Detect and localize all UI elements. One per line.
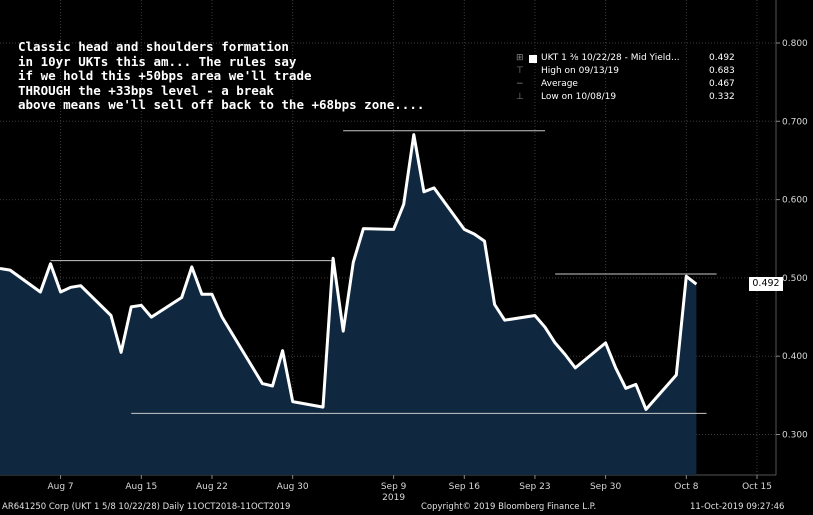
x-tick-label: Sep 16 <box>449 482 481 492</box>
legend-row-high: ⊤ High on 09/13/19 0.683 <box>513 66 743 79</box>
series-swatch-icon <box>529 55 537 63</box>
x-tick-label: Sep 9 <box>381 482 407 492</box>
low-marker-icon: ⊥ <box>516 92 524 102</box>
x-tick-label: Aug 30 <box>277 482 309 492</box>
legend-row-average: − Average 0.467 <box>513 79 743 92</box>
yield-line <box>0 133 698 411</box>
footer-timestamp: 11-Oct-2019 09:27:46 <box>690 502 785 512</box>
yield-series-line <box>0 133 698 411</box>
y-tick-label: 0.300 <box>782 431 808 441</box>
x-tick-label: Aug 22 <box>196 482 228 492</box>
legend-row-low: ⊥ Low on 10/08/19 0.332 <box>513 92 743 105</box>
legend: ⊞ UKT 1 ⅜ 10/22/28 - Mid Yield... 0.492 … <box>513 53 743 105</box>
chart-annotation: Classic head and shoulders formation in … <box>18 39 425 113</box>
legend-high-value: 0.683 <box>709 66 735 76</box>
footer-security: AR641250 Corp (UKT 1 5/8 10/22/28) Daily… <box>2 502 291 512</box>
x-tick-label: Aug 15 <box>125 482 157 492</box>
legend-high-label: High on 09/13/19 <box>540 66 621 76</box>
x-tick-label: Oct 15 <box>742 482 772 492</box>
legend-handle-icon: ⊞ <box>516 53 524 63</box>
pattern-guide-lines <box>50 130 717 414</box>
average-marker-icon: − <box>516 79 524 89</box>
x-year-label: 2019 <box>382 493 405 503</box>
last-value-tag: 0.492 <box>749 277 783 291</box>
y-tick-label: 0.500 <box>782 274 808 284</box>
y-tick-label: 0.800 <box>782 39 808 49</box>
legend-low-label: Low on 10/08/19 <box>540 92 618 102</box>
legend-average-value: 0.467 <box>709 79 735 89</box>
legend-series-label: UKT 1 ⅜ 10/22/28 - Mid Yield... <box>541 53 680 63</box>
legend-low-value: 0.332 <box>709 92 735 102</box>
y-tick-label: 0.400 <box>782 352 808 362</box>
x-tick-label: Aug 7 <box>47 482 73 492</box>
x-tick-label: Sep 30 <box>590 482 622 492</box>
high-marker-icon: ⊤ <box>516 66 524 76</box>
x-axis: Aug 7 Aug 15 Aug 22 Aug 30 Sep 9 Sep 16 Sep 23… <box>47 475 772 503</box>
footer-copyright: Copyright© 2019 Bloomberg Finance L.P. <box>421 502 597 512</box>
y-tick-label: 0.600 <box>782 196 808 206</box>
y-tick-label: 0.700 <box>782 117 808 127</box>
legend-row-series: ⊞ UKT 1 ⅜ 10/22/28 - Mid Yield... 0.492 <box>513 53 743 66</box>
legend-series-value: 0.492 <box>709 53 735 63</box>
x-tick-label: Oct 8 <box>674 482 698 492</box>
x-tick-label: Sep 23 <box>519 482 550 492</box>
y-axis: 0.800 0.700 0.600 0.500 0.400 0.300 <box>776 39 808 441</box>
legend-average-label: Average <box>540 79 579 89</box>
